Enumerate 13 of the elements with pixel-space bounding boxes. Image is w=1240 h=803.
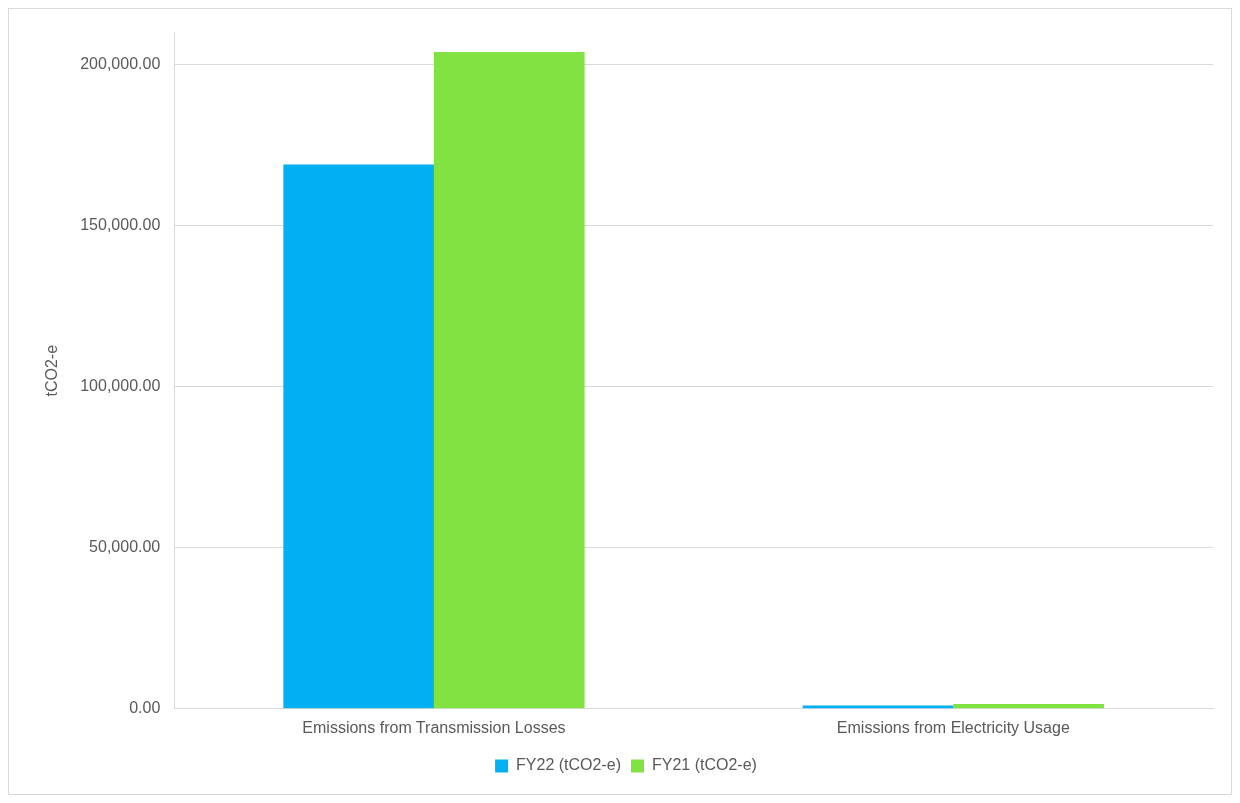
y-tick-label: 150,000.00 (80, 216, 161, 234)
legend-label: FY22 (tCO2-e) (516, 756, 622, 774)
x-tick-label: Emissions from Electricity Usage (836, 718, 1070, 736)
y-tick-label: 50,000.00 (89, 538, 161, 556)
y-axis-title: tCO2-e (43, 344, 61, 397)
bar (953, 703, 1104, 709)
y-tick-label: 0.00 (129, 699, 161, 717)
legend-label: FY21 (tCO2-e) (652, 756, 757, 774)
bar (433, 51, 585, 709)
y-tick-label: 100,000.00 (80, 377, 161, 395)
y-tick-label: 200,000.00 (80, 55, 161, 73)
x-tick-label: Emissions from Transmission Losses (302, 718, 566, 736)
bar (283, 164, 434, 709)
